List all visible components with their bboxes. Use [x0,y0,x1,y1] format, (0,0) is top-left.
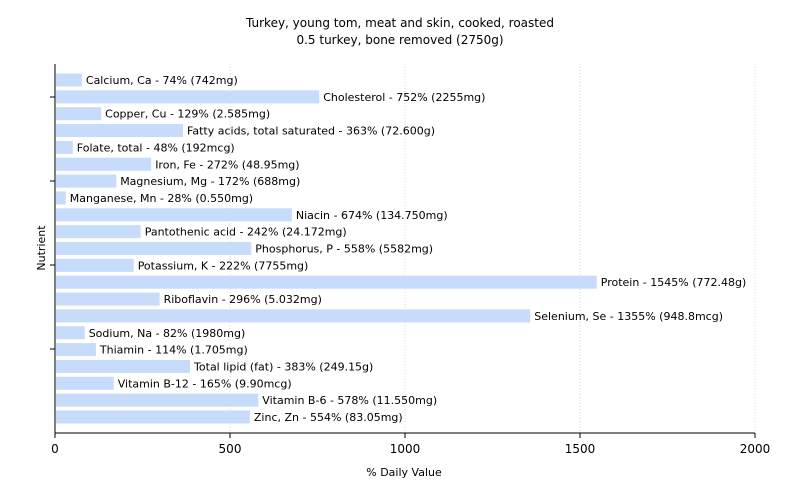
bar-label: Zinc, Zn - 554% (83.05mg) [254,411,403,424]
bar [56,191,66,205]
x-tick-label: 500 [219,442,242,456]
x-tick-label: 1000 [390,442,421,456]
bar [56,376,114,390]
bar-label: Phosphorus, P - 558% (5582mg) [255,243,433,256]
bar-label: Calcium, Ca - 74% (742mg) [86,74,238,87]
x-tick-label: 0 [51,442,59,456]
bar-label: Vitamin B-6 - 578% (11.550mg) [262,394,437,407]
bar-label: Niacin - 674% (134.750mg) [296,209,448,222]
bar-label: Riboflavin - 296% (5.032mg) [164,293,322,306]
x-tick-label: 1500 [565,442,596,456]
bar [56,140,73,154]
bar-label: Sodium, Na - 82% (1980mg) [89,327,246,340]
bar [56,343,96,357]
bar [56,410,250,424]
bar-label: Total lipid (fat) - 383% (249.15g) [193,360,373,373]
bar-label: Thiamin - 114% (1.705mg) [99,344,248,357]
bar [56,309,531,323]
bar [56,242,252,255]
chart-title: Turkey, young tom, meat and skin, cooked… [245,16,554,30]
bar-label: Fatty acids, total saturated - 363% (72.… [187,125,435,138]
bar-label: Cholesterol - 752% (2255mg) [323,91,485,104]
bar [56,174,117,188]
bar [56,157,152,171]
bar-label: Iron, Fe - 272% (48.95mg) [155,158,299,171]
bar [56,225,141,239]
bar [56,275,597,289]
bar [56,393,259,407]
bar-label: Manganese, Mn - 28% (0.550mg) [70,192,253,205]
bar [56,124,184,138]
bar [56,258,134,272]
bar-label: Potassium, K - 222% (7755mg) [138,259,309,272]
axes-group: 0 500 1000 1500 2000 [50,64,770,456]
bars-group: Calcium, Ca - 74% (742mg) Cholesterol - 7… [56,73,747,424]
x-axis-title: % Daily Value [366,466,442,479]
y-axis-title: Nutrient [35,225,48,271]
bar-label: Magnesium, Mg - 172% (688mg) [120,175,300,188]
x-tick-label: 2000 [740,442,771,456]
bar-label: Pantothenic acid - 242% (24.172mg) [145,226,347,239]
bar-label: Vitamin B-12 - 165% (9.90mcg) [118,377,292,390]
bar [56,292,160,306]
bar [56,208,292,222]
chart-subtitle: 0.5 turkey, bone removed (2750g) [296,33,503,47]
bar-label: Selenium, Se - 1355% (948.8mcg) [534,310,723,323]
bar-label: Copper, Cu - 129% (2.585mg) [105,108,270,121]
bar [56,90,320,104]
bar [56,107,102,121]
bar [56,326,85,340]
bar-label: Protein - 1545% (772.48g) [601,276,747,289]
bar [56,359,191,373]
bar-label: Folate, total - 48% (192mcg) [77,141,235,154]
bar [56,73,82,87]
